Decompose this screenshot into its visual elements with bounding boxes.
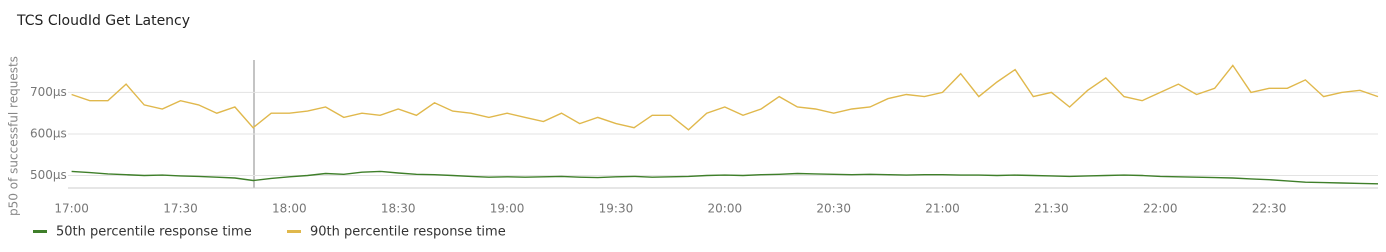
- x-tick-label: 19:00: [490, 202, 525, 216]
- x-tick-label: 18:30: [381, 202, 416, 216]
- series-line: [71, 64, 1379, 131]
- x-tick-label: 22:30: [1252, 202, 1287, 216]
- x-tick-label: 17:30: [163, 202, 198, 216]
- y-tick-label: 700µs: [30, 85, 67, 99]
- legend-swatch: [33, 230, 47, 233]
- x-tick-label: 19:30: [599, 202, 634, 216]
- series-line: [71, 170, 1379, 185]
- x-tick-label: 20:00: [708, 202, 743, 216]
- legend-label: 90th percentile response time: [310, 225, 506, 240]
- chart-title: TCS CloudId Get Latency: [16, 13, 190, 29]
- legend-label: 50th percentile response time: [56, 225, 252, 240]
- x-tick-label: 21:00: [925, 202, 960, 216]
- x-tick-label: 17:00: [54, 202, 89, 216]
- y-tick-label: 500µs: [30, 168, 67, 182]
- x-tick-label: 20:30: [816, 202, 851, 216]
- x-tick-label: 22:00: [1143, 202, 1178, 216]
- y-tick-label: 600µs: [30, 126, 67, 140]
- legend-swatch: [287, 230, 301, 233]
- x-tick-label: 21:30: [1034, 202, 1069, 216]
- x-tick-label: 18:00: [272, 202, 307, 216]
- y-axis-label: p50 of successful requests: [7, 56, 21, 216]
